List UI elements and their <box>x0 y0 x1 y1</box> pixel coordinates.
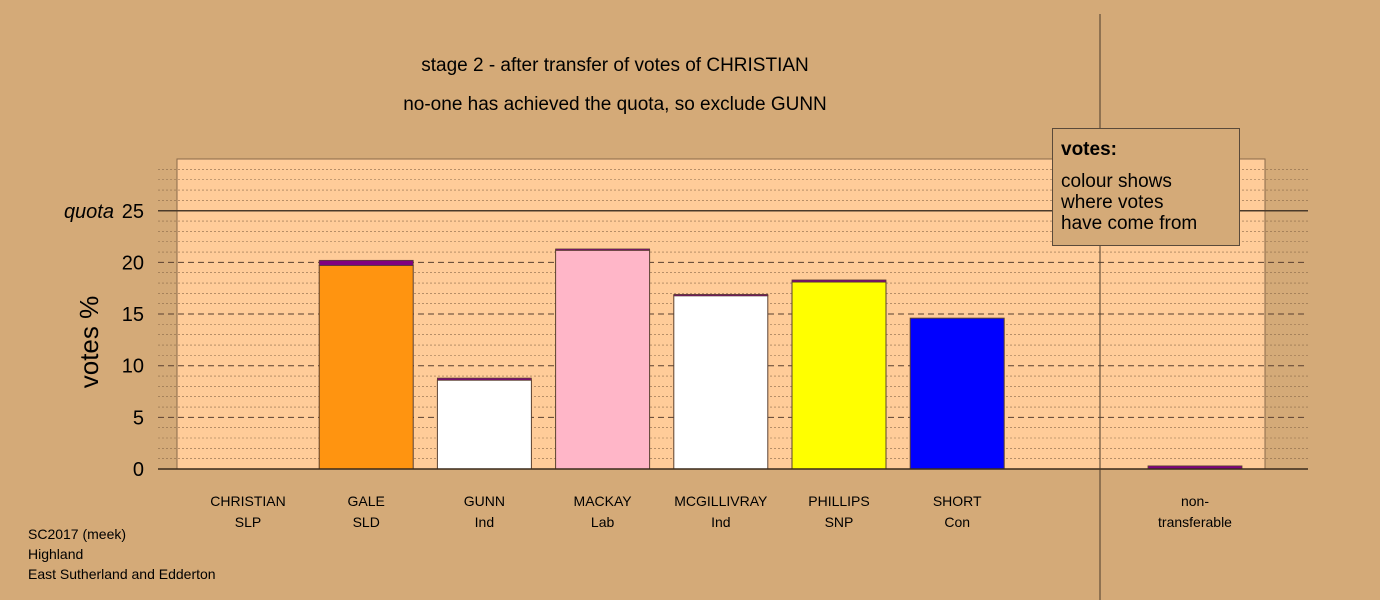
bar-mackay <box>555 249 651 470</box>
bar-transfer-gunn <box>436 377 532 381</box>
y-axis-label: votes % <box>74 296 104 389</box>
candidate-name-label: MCGILLIVRAY <box>674 493 768 509</box>
candidate-name-label: MACKAY <box>574 493 633 509</box>
candidate-name-label: CHRISTIAN <box>210 493 285 509</box>
candidate-party-label: Ind <box>711 514 730 530</box>
chart-title: stage 2 - after transfer of votes of CHR… <box>421 55 809 76</box>
y-tick-label: 10 <box>122 356 144 378</box>
bar-transfer-mcgillivray <box>673 294 769 297</box>
nontransferable-label: transferable <box>1158 514 1232 530</box>
nontransferable-label: non- <box>1181 493 1209 509</box>
legend-line: where votes <box>1061 192 1164 213</box>
footer-election: SC2017 (meek) <box>28 526 127 542</box>
bar-short <box>909 317 1005 470</box>
footer-ward: East Sutherland and Edderton <box>28 566 216 582</box>
candidate-party-label: SLP <box>235 514 261 530</box>
y-tick-label: 15 <box>122 304 144 326</box>
legend-heading: votes: <box>1061 139 1117 160</box>
candidate-name-label: SHORT <box>933 493 982 509</box>
quota-label: quota <box>64 201 114 223</box>
candidate-party-label: SNP <box>825 514 854 530</box>
candidate-party-label: Ind <box>475 514 494 530</box>
y-tick-label: 0 <box>133 459 144 481</box>
y-tick-label: 25 <box>122 201 144 223</box>
candidate-party-label: Con <box>944 514 970 530</box>
bar-gunn <box>436 379 532 470</box>
bar-mcgillivray <box>673 294 769 470</box>
bar-transfer-gale <box>318 259 414 266</box>
candidate-name-label: PHILLIPS <box>808 493 869 509</box>
y-tick-label: 20 <box>122 252 144 274</box>
candidate-party-label: SLD <box>353 514 380 530</box>
candidate-name-label: GALE <box>348 493 385 509</box>
footer-council: Highland <box>28 546 84 562</box>
legend-line: have come from <box>1061 213 1198 234</box>
candidate-name-label: GUNN <box>464 493 505 509</box>
candidate-party-label: Lab <box>591 514 615 530</box>
y-tick-label: 5 <box>133 407 144 429</box>
bar-gale <box>318 264 414 470</box>
legend-line: colour shows <box>1061 171 1172 192</box>
bar-transfer-mackay <box>555 248 650 251</box>
footer-info: SC2017 (meek) Highland East Sutherland a… <box>28 524 216 584</box>
bar-transfer-phillips <box>791 279 887 283</box>
chart-subtitle: no-one has achieved the quota, so exclud… <box>403 94 827 115</box>
legend-box: votes: colour shows where votes have com… <box>1052 128 1240 246</box>
bar-phillips <box>791 281 887 470</box>
